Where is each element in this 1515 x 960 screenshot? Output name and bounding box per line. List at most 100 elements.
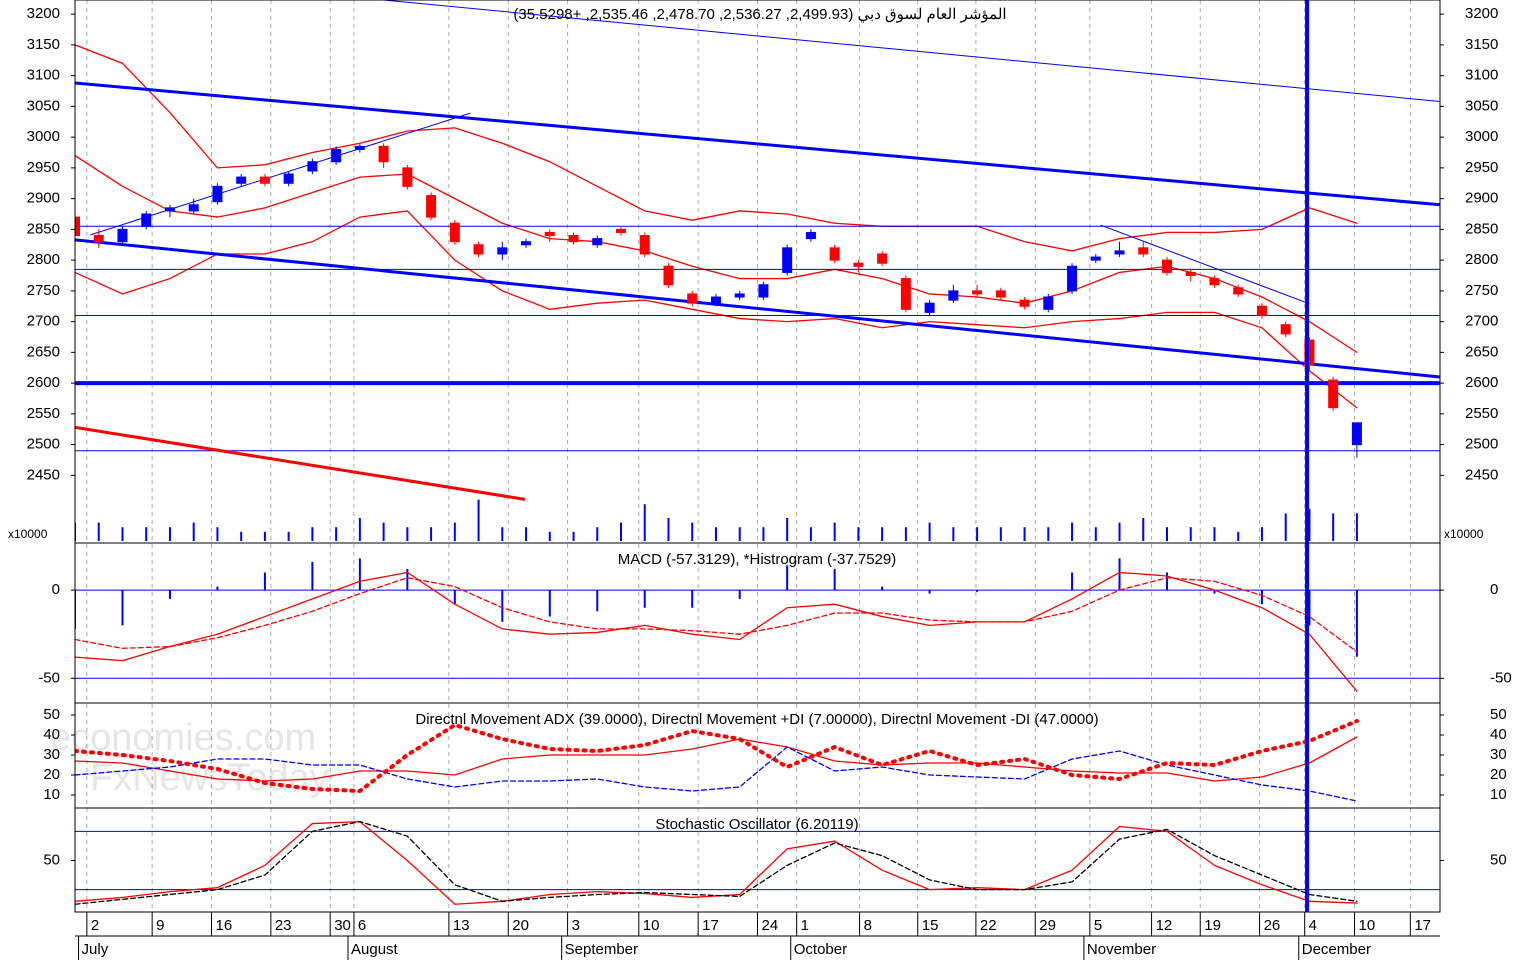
candle-body [687, 293, 698, 304]
candle-body [1280, 324, 1291, 335]
candle-body [473, 244, 484, 255]
x-tick-label: 5 [1094, 917, 1102, 934]
y-tick-label: 2700 [27, 313, 60, 330]
y-tick-label: 3150 [27, 36, 60, 53]
y-tick-label-right: 2500 [1465, 436, 1498, 453]
x-tick-label: 19 [1204, 917, 1221, 934]
candle-body [924, 302, 935, 313]
candle-body [75, 216, 80, 237]
y-tick-label-right: 2650 [1465, 343, 1498, 360]
x-tick-label: 13 [453, 917, 470, 934]
candle-body [521, 241, 532, 246]
trend-line [75, 425, 526, 501]
candle-body [426, 195, 437, 218]
candle-body [1351, 422, 1362, 446]
y-tick-label-right: 2800 [1465, 251, 1498, 268]
y-tick-label-right: 2600 [1465, 374, 1498, 391]
candle-body [378, 145, 389, 163]
y-tick-label: 2600 [27, 374, 60, 391]
candle-body [1067, 265, 1078, 292]
y-tick-label: 2550 [27, 405, 60, 422]
candle-body [734, 293, 745, 298]
x-tick-label: 17 [1414, 917, 1431, 934]
candle-body [1304, 339, 1315, 366]
y-tick-label: 10 [43, 786, 60, 803]
y-tick-label: 3050 [27, 97, 60, 114]
candle-body [710, 296, 721, 304]
y-tick-label-right: 10 [1490, 786, 1507, 803]
candle-body [972, 290, 983, 295]
y-tick-label-right: 2700 [1465, 313, 1498, 330]
y-tick-label: 2450 [27, 466, 60, 483]
band-upper [75, 44, 1358, 252]
month-label: November [1087, 941, 1156, 958]
y-tick-label-right: 40 [1490, 726, 1507, 743]
indicator-line [75, 571, 1358, 692]
candle-body [805, 231, 816, 240]
candle-body [544, 231, 555, 237]
y-tick-label-right: 50 [1490, 706, 1507, 723]
candle-body [449, 222, 460, 243]
candle-body [782, 247, 793, 273]
candle-body [1019, 299, 1030, 307]
x-tick-label: 23 [275, 917, 292, 934]
plot-area [75, 0, 1440, 912]
y-tick-label: 0 [52, 581, 60, 598]
y-tick-label-right: 2850 [1465, 220, 1498, 237]
candle-body [212, 185, 223, 203]
y-tick-label-right: 50 [1490, 851, 1507, 868]
trend-line [1100, 224, 1310, 305]
candle-body [1233, 287, 1244, 295]
y-tick-label-right: 3100 [1465, 67, 1498, 84]
y-tick-label: 3200 [27, 5, 60, 22]
candle-body [1162, 259, 1172, 273]
trend-line [90, 112, 471, 236]
x-tick-label: 24 [762, 917, 779, 934]
y-tick-label: 30 [43, 746, 60, 763]
candle-body [1043, 296, 1054, 310]
candle-body [616, 228, 626, 233]
y-tick-label-right: 3150 [1465, 36, 1498, 53]
candle-body [1090, 256, 1101, 261]
y-tick-label-right: 20 [1490, 766, 1507, 783]
x-tick-label: 6 [358, 917, 366, 934]
y-tick-label-right: 2900 [1465, 190, 1498, 207]
x-tick-label: 12 [1156, 917, 1173, 934]
y-tick-label: 2750 [27, 282, 60, 299]
candle-body [948, 290, 959, 301]
candle-body [1328, 379, 1339, 409]
y-tick-label: 2800 [27, 251, 60, 268]
candle-body [639, 235, 650, 255]
candle-body [331, 148, 342, 163]
indicator-line [75, 746, 1358, 802]
candle-body [497, 247, 508, 255]
x-tick-label: 3 [572, 917, 580, 934]
candle-body [141, 213, 152, 227]
candle-body [259, 176, 270, 184]
candle-body [568, 235, 579, 243]
month-label: October [794, 941, 847, 958]
candle-body [1138, 247, 1149, 255]
candle-body [1185, 271, 1196, 276]
indicator-line [75, 719, 1359, 794]
y-tick-label-right: 2950 [1465, 159, 1498, 176]
y-tick-label-right: 0 [1490, 581, 1498, 598]
candle-body [236, 176, 247, 184]
candle-body [1114, 250, 1125, 255]
x-tick-label: 16 [216, 917, 233, 934]
candle-body [900, 278, 911, 310]
candle-body [93, 235, 104, 243]
candle-body [1209, 278, 1220, 286]
x-tick-label: 10 [643, 917, 660, 934]
y-tick-label-right: 30 [1490, 746, 1507, 763]
x-tick-label: 26 [1264, 917, 1281, 934]
x-tick-label: 17 [702, 917, 719, 934]
y-tick-label: 40 [43, 726, 60, 743]
indicator-line [75, 577, 1358, 653]
candle-body [188, 204, 199, 212]
candle-body [758, 284, 769, 298]
month-label: September [565, 941, 638, 958]
y-tick-label: 20 [43, 766, 60, 783]
y-tick-label: 2650 [27, 343, 60, 360]
